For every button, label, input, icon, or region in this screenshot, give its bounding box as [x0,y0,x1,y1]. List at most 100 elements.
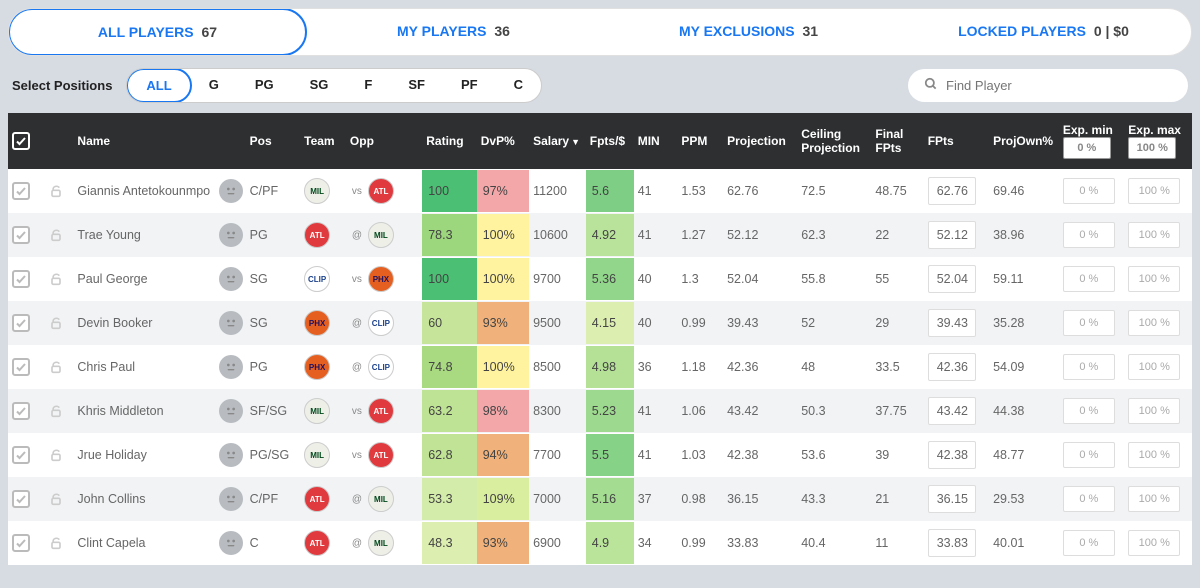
tab-locked-players[interactable]: LOCKED PLAYERS 0 | $0 [896,9,1191,55]
col-ppm[interactable]: PPM [677,113,723,169]
face-icon [219,311,243,335]
team-logo-mil: MIL [304,398,330,424]
expmax-input[interactable]: 100 % [1128,530,1180,556]
cell-own: 69.46 [989,169,1059,213]
position-tab-sf[interactable]: SF [390,69,443,102]
col-salary[interactable]: Salary▼ [529,113,586,169]
lock-icon[interactable] [45,400,67,422]
row-checkbox[interactable] [12,490,30,508]
fpts-input[interactable]: 42.38 [928,441,976,469]
col-ceil[interactable]: Ceiling Projection [797,113,871,169]
cell-dvp: 100% [477,213,529,257]
fpts-input[interactable]: 42.36 [928,353,976,381]
fpts-input[interactable]: 62.76 [928,177,976,205]
position-tab-pg[interactable]: PG [237,69,292,102]
lock-icon[interactable] [45,268,67,290]
cell-min: 37 [634,477,678,521]
expmin-input[interactable]: 0 % [1063,222,1115,248]
expmax-input[interactable]: 100 % [1128,354,1180,380]
expmin-input[interactable]: 0 % [1063,530,1115,556]
fpts-input[interactable]: 39.43 [928,309,976,337]
col-rating[interactable]: Rating [422,113,477,169]
fpts-input[interactable]: 43.42 [928,397,976,425]
cell-proj: 62.76 [723,169,797,213]
lock-icon[interactable] [45,180,67,202]
face-icon [219,267,243,291]
tab-all-players[interactable]: ALL PLAYERS 67 [8,8,307,56]
player-name[interactable]: Trae Young [73,213,215,257]
position-tab-g[interactable]: G [191,69,237,102]
col-own[interactable]: ProjOwn% [989,113,1059,169]
expmax-input[interactable]: 100 % [1128,398,1180,424]
lock-icon[interactable] [45,532,67,554]
fpts-input[interactable]: 36.15 [928,485,976,513]
row-checkbox[interactable] [12,182,30,200]
col-fptsd[interactable]: Fpts/$ [586,113,634,169]
expmin-input[interactable]: 0 % [1063,178,1115,204]
player-name[interactable]: Clint Capela [73,521,215,565]
lock-icon[interactable] [45,312,67,334]
fpts-input[interactable]: 52.12 [928,221,976,249]
expmin-input[interactable]: 0 % [1063,486,1115,512]
position-tab-all[interactable]: ALL [126,68,191,103]
player-name[interactable]: Jrue Holiday [73,433,215,477]
col-min[interactable]: MIN [634,113,678,169]
tab-my-players[interactable]: MY PLAYERS 36 [306,9,601,55]
col-final[interactable]: Final FPts [871,113,923,169]
col-team[interactable]: Team [300,113,346,169]
position-tabs: ALLGPGSGFSFPFC [126,68,542,103]
fpts-input[interactable]: 52.04 [928,265,976,293]
expmax-input[interactable]: 100 % [1128,266,1180,292]
col-proj[interactable]: Projection [723,113,797,169]
cell-pos: PG [246,345,301,389]
expmax-input[interactable]: 100 % [1128,310,1180,336]
player-name[interactable]: Khris Middleton [73,389,215,433]
player-name[interactable]: Devin Booker [73,301,215,345]
lock-icon[interactable] [45,488,67,510]
cell-fptsd: 4.15 [586,301,634,345]
col-opp[interactable]: Opp [346,113,422,169]
player-name[interactable]: Paul George [73,257,215,301]
position-tab-pf[interactable]: PF [443,69,496,102]
player-name[interactable]: Giannis Antetokounmpo [73,169,215,213]
cell-rating: 53.3 [422,477,477,521]
cell-ceil: 40.4 [797,521,871,565]
position-tab-f[interactable]: F [346,69,390,102]
expmax-input[interactable]: 100 % [1128,442,1180,468]
search-wrapper[interactable] [908,69,1188,102]
lock-icon[interactable] [45,224,67,246]
tab-my-exclusions[interactable]: MY EXCLUSIONS 31 [601,9,896,55]
row-checkbox[interactable] [12,226,30,244]
player-name[interactable]: John Collins [73,477,215,521]
col-pos[interactable]: Pos [246,113,301,169]
position-tab-c[interactable]: C [496,69,541,102]
select-all-header[interactable] [8,113,41,169]
search-input[interactable] [946,78,1172,93]
expmax-input[interactable]: 100 % [1128,222,1180,248]
expmin-input[interactable]: 0 % [1063,354,1115,380]
row-checkbox[interactable] [12,446,30,464]
row-checkbox[interactable] [12,270,30,288]
col-name[interactable]: Name [73,113,215,169]
expmin-input[interactable]: 0 % [1063,266,1115,292]
row-checkbox[interactable] [12,534,30,552]
player-name[interactable]: Chris Paul [73,345,215,389]
position-tab-sg[interactable]: SG [292,69,347,102]
cell-final: 48.75 [871,169,923,213]
expmax-header-input[interactable]: 100 % [1128,137,1176,159]
fpts-input[interactable]: 33.83 [928,529,976,557]
lock-icon[interactable] [45,356,67,378]
cell-own: 38.96 [989,213,1059,257]
row-checkbox[interactable] [12,314,30,332]
expmin-header-input[interactable]: 0 % [1063,137,1111,159]
expmin-input[interactable]: 0 % [1063,442,1115,468]
expmin-input[interactable]: 0 % [1063,398,1115,424]
expmax-input[interactable]: 100 % [1128,486,1180,512]
expmax-input[interactable]: 100 % [1128,178,1180,204]
row-checkbox[interactable] [12,358,30,376]
row-checkbox[interactable] [12,402,30,420]
expmin-input[interactable]: 0 % [1063,310,1115,336]
lock-icon[interactable] [45,444,67,466]
col-dvp[interactable]: DvP% [477,113,529,169]
col-fpts[interactable]: FPts [924,113,989,169]
